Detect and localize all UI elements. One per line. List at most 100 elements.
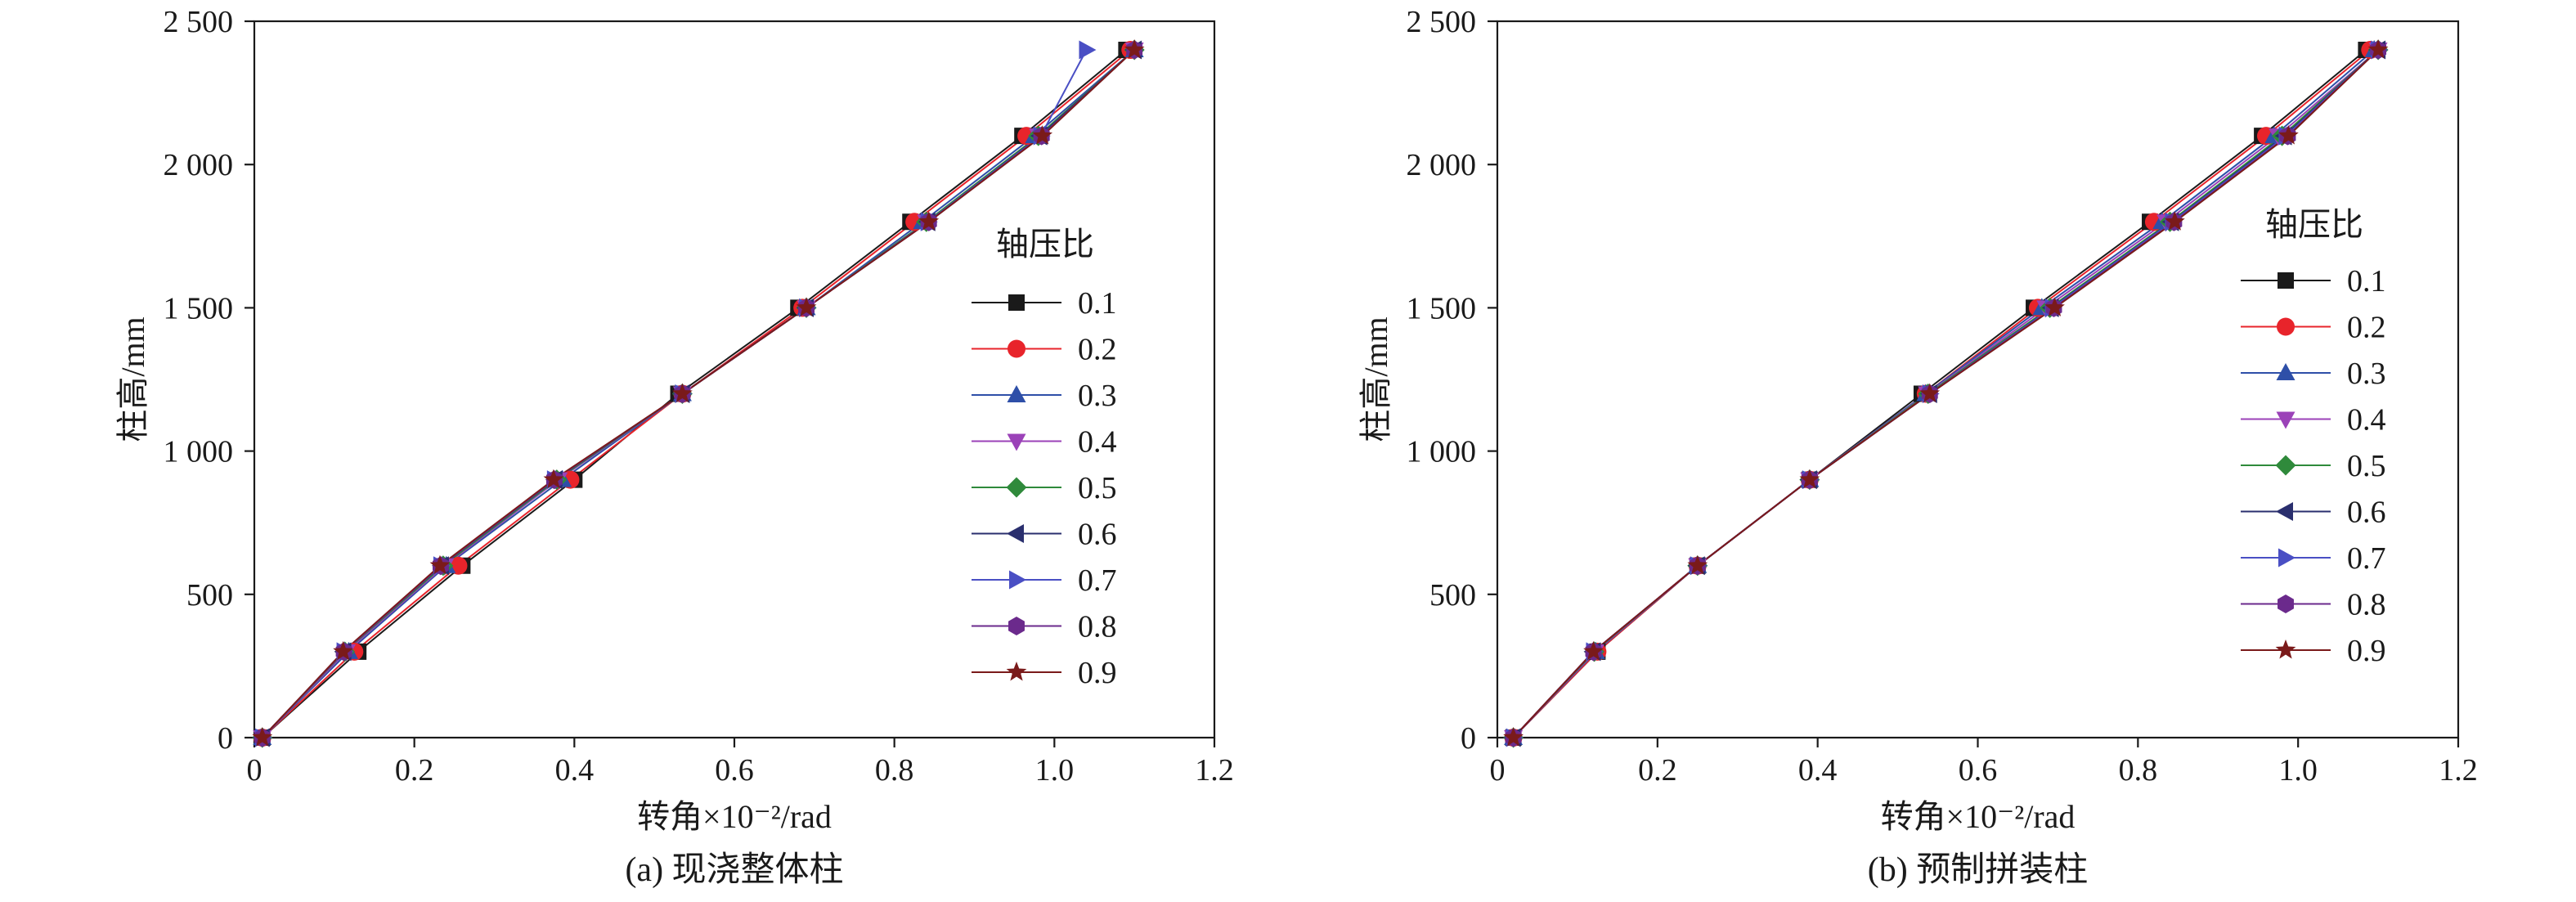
x-tick-label: 1.2	[2439, 753, 2478, 788]
y-tick-label: 0	[1461, 721, 1476, 756]
x-tick-label: 0	[1490, 753, 1506, 788]
legend-marker	[2278, 272, 2294, 289]
legend-marker	[1007, 385, 1026, 402]
legend-marker	[1008, 294, 1025, 311]
legend-label: 0.2	[1078, 333, 1117, 367]
x-tick-label: 0	[247, 753, 263, 788]
x-tick-label: 0.6	[1959, 753, 1998, 788]
panel-caption: (b) 预制拼装柱	[1868, 851, 2088, 889]
y-tick-label: 500	[186, 578, 233, 613]
series-line-0.7	[1512, 49, 2379, 738]
data-point-0.9	[672, 383, 693, 403]
data-point-0.9	[1583, 640, 1604, 661]
x-tick-label: 0.6	[715, 753, 754, 788]
legend-marker	[1009, 570, 1026, 590]
series-line-0.4	[1512, 49, 2379, 738]
legend-label: 0.1	[2347, 264, 2386, 298]
y-tick-label: 1 000	[1407, 435, 1477, 469]
x-tick-label: 0.8	[875, 753, 914, 788]
legend-marker	[1007, 524, 1024, 543]
legend-label: 0.8	[2347, 588, 2386, 622]
legend-label: 0.8	[1078, 610, 1117, 644]
legend-label: 0.5	[2347, 449, 2386, 483]
legend-label: 0.6	[1078, 518, 1117, 552]
legend-label: 0.3	[2347, 357, 2386, 391]
legend-title: 轴压比	[2265, 206, 2363, 243]
data-point-0.9	[1032, 125, 1053, 145]
legend-marker	[1008, 339, 1025, 358]
series-line-0.2	[1512, 49, 2371, 738]
legend-label: 0.7	[1078, 563, 1117, 598]
legend-marker	[2275, 455, 2296, 476]
legend: 轴压比 0.1 0.2 0.3 0.4 0.5 0.6 0.7 0.8 0.9	[2241, 206, 2386, 668]
y-tick-label: 2 000	[1407, 148, 1477, 182]
data-point-0.9	[1799, 469, 1820, 489]
y-tick-label: 0	[218, 721, 233, 756]
chart-panel-1: 0 0.2 0.4 0.6 0.8 1.0 1.2 0 500 1 000 1 500 2 000 2 …	[114, 5, 1234, 889]
x-tick-label: 1.0	[2278, 753, 2318, 788]
series-line-0.6	[1512, 49, 2379, 738]
data-point-0.9	[2278, 125, 2299, 145]
y-tick-label: 2 000	[164, 148, 234, 182]
legend-marker	[2276, 502, 2293, 521]
legend-marker	[1006, 662, 1027, 681]
x-tick-label: 0.2	[1638, 753, 1677, 788]
legend-label: 0.4	[1078, 425, 1117, 460]
plot-frame	[253, 20, 1216, 739]
data-point-0.9	[1919, 383, 1941, 403]
y-tick-label: 2 500	[164, 5, 234, 39]
series-line-0.9	[1512, 49, 2379, 738]
data-point-0.9	[2044, 297, 2065, 316]
legend-label: 0.9	[2347, 634, 2386, 668]
data-point-0.9	[918, 211, 940, 231]
y-tick-label: 1 500	[164, 291, 234, 325]
plot-frame	[1496, 20, 2460, 739]
legend-title: 轴压比	[996, 226, 1094, 263]
series-line-0.1	[262, 49, 1128, 738]
legend: 轴压比 0.1 0.2 0.3 0.4 0.5 0.6 0.7 0.8 0.9	[972, 226, 1117, 690]
y-axis-title: 柱高/mm	[1358, 316, 1394, 442]
legend-marker	[2276, 411, 2296, 429]
series-line-0.8	[1512, 49, 2379, 738]
y-tick-label: 1 500	[1407, 291, 1477, 325]
data-point-0.9	[1687, 554, 1708, 575]
x-tick-label: 1.2	[1195, 753, 1234, 788]
legend-label: 0.2	[2347, 311, 2386, 345]
y-tick-label: 1 000	[164, 435, 234, 469]
data-point-0.9	[429, 554, 451, 575]
legend-label: 0.5	[1078, 471, 1117, 505]
data-point-0.9	[1503, 727, 1524, 747]
data-point-0.9	[796, 297, 817, 316]
series-line-0.5	[1512, 49, 2379, 738]
chart-panel-2: 0 0.2 0.4 0.6 0.8 1.0 1.2 0 500 1 000 1 500 2 000 2 …	[1358, 5, 2478, 889]
data-point-0.9	[252, 727, 273, 747]
legend-label: 0.1	[1078, 286, 1117, 321]
legend-marker	[2277, 317, 2295, 336]
data-point-0.9	[1124, 39, 1145, 59]
legend-label: 0.4	[2347, 403, 2386, 438]
panel-caption: (a) 现浇整体柱	[625, 851, 843, 889]
y-tick-label: 500	[1429, 578, 1476, 613]
legend-marker	[2278, 548, 2296, 568]
x-axis-title: 转角×10⁻²/rad	[1881, 798, 2076, 835]
x-tick-label: 1.0	[1035, 753, 1075, 788]
legend-marker	[1006, 477, 1027, 498]
data-point-0.9	[2165, 211, 2185, 231]
legend-label: 0.7	[2347, 541, 2386, 576]
data-point-0.7	[1079, 40, 1097, 60]
legend-marker	[2278, 595, 2294, 613]
x-tick-label: 0.8	[2119, 753, 2158, 788]
data-point-0.9	[333, 640, 353, 661]
x-tick-label: 0.4	[1798, 753, 1838, 788]
data-point-0.9	[2367, 39, 2389, 59]
legend-marker	[2276, 363, 2296, 380]
data-point-0.9	[543, 469, 564, 489]
legend-label: 0.9	[1078, 656, 1117, 690]
x-tick-label: 0.4	[555, 753, 595, 788]
legend-marker	[1007, 433, 1026, 451]
legend-label: 0.6	[2347, 496, 2386, 530]
x-tick-label: 0.2	[395, 753, 434, 788]
y-tick-label: 2 500	[1407, 5, 1477, 39]
legend-marker	[1008, 617, 1025, 635]
